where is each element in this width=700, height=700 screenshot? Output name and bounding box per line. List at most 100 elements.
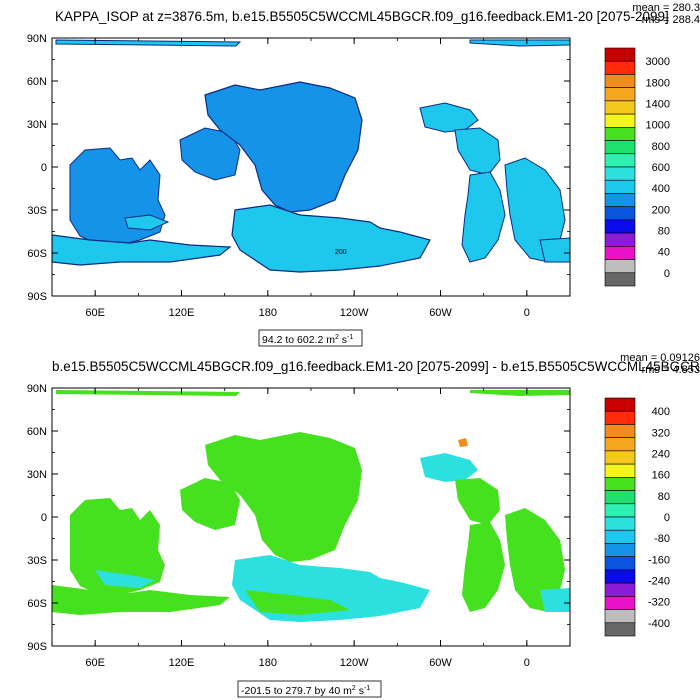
y-tick-label: 30S — [27, 555, 47, 567]
colorbar-label: -320 — [648, 597, 670, 609]
bottom-region-south-atlantic — [462, 522, 505, 612]
top-region-southwest-band — [52, 234, 232, 266]
y-tick-label: 90N — [27, 383, 47, 395]
colorbar-swatch — [604, 246, 636, 260]
y-tick-label: 60S — [27, 248, 47, 260]
colorbar-swatch — [604, 437, 636, 452]
y-tick-label: 30N — [27, 469, 47, 481]
colorbar-swatch — [604, 259, 636, 274]
colorbar-swatch — [604, 100, 636, 115]
bottom-region-pacific-south-green — [245, 590, 350, 615]
bottom-region-orange-spot — [458, 438, 468, 447]
colorbar-swatch — [604, 47, 636, 62]
bottom-region-atlantic-north — [420, 453, 478, 482]
colorbar-swatch — [604, 529, 636, 544]
x-tick-label: 60E — [85, 657, 105, 669]
colorbar-swatch — [604, 193, 636, 207]
colorbar-swatch — [604, 596, 636, 610]
y-tick-label: 30N — [27, 119, 47, 131]
top-region-pacific-south — [231, 204, 431, 273]
panel-bottom-x-axis: 60E 120E 180 120W 60W 0 — [51, 388, 571, 669]
top-region-atlantic-east — [454, 127, 501, 176]
colorbar-swatch — [604, 87, 636, 102]
y-tick-label: 0 — [41, 512, 47, 524]
panel-bottom: b.e15.B5505C5WCCML45BGCR.f09_g16.feedbac… — [27, 352, 700, 698]
panel-top-map: 200 — [52, 39, 570, 273]
top-region-south-atlantic — [461, 171, 506, 263]
x-tick-label: 120W — [340, 657, 369, 669]
bottom-region-atlantic-east — [455, 478, 500, 525]
colorbar-swatch — [604, 516, 636, 531]
panel-bottom-colorbar: 400 320 240 160 80 0 -80 -160 -240 -320 -400 — [604, 397, 670, 637]
colorbar-label: 400 — [652, 183, 670, 195]
colorbar-swatch — [604, 410, 636, 425]
bottom-region-southwest-band — [52, 585, 230, 615]
y-tick-label: 0 — [41, 162, 47, 174]
y-tick-label: 30S — [27, 205, 47, 217]
colorbar-swatch — [604, 113, 636, 128]
x-tick-label: 180 — [259, 307, 277, 319]
colorbar-swatch — [604, 272, 636, 287]
colorbar-label: 160 — [652, 470, 670, 482]
panel-top: KAPPA_ISOP at z=3876.5m, b.e15.B5505C5WC… — [27, 2, 700, 347]
colorbar-swatch — [604, 60, 636, 75]
y-tick-label: 90S — [27, 291, 47, 303]
top-region-west-patch — [124, 214, 170, 231]
bottom-region-arctic-east — [470, 390, 570, 396]
x-tick-label: 60W — [429, 307, 452, 319]
panel-top-y-axis: 90N 60N 30N 0 30S 60S 90S — [27, 33, 570, 303]
panel-bottom-rms: rms = 4.853 — [642, 364, 700, 376]
panel-top-contour-label: 200 — [335, 249, 347, 256]
x-tick-label: 120E — [169, 307, 195, 319]
colorbar-swatch — [604, 219, 636, 234]
panel-bottom-title: b.e15.B5505C5WCCML45BGCR.f09_g16.feedbac… — [52, 359, 700, 374]
y-tick-label: 60N — [27, 76, 47, 88]
colorbar-swatch — [604, 397, 636, 412]
colorbar-label: 40 — [658, 247, 670, 259]
colorbar-label: 1400 — [646, 99, 670, 111]
top-region-arctic-strip — [55, 39, 242, 47]
x-tick-label: 120E — [169, 657, 195, 669]
panel-bottom-mean: mean = 0.09126 — [620, 352, 700, 364]
colorbar-label: 1800 — [646, 77, 670, 89]
y-tick-label: 60S — [27, 598, 47, 610]
top-region-arctic-east — [469, 39, 570, 47]
colorbar-swatch — [604, 450, 636, 465]
panel-bottom-range-box — [237, 680, 382, 698]
bottom-region-africa — [70, 498, 165, 595]
panel-bottom-y-axis: 90N 60N 30N 0 30S 60S 90S — [27, 383, 570, 653]
colorbar-swatch — [604, 463, 636, 478]
colorbar-swatch — [604, 153, 636, 168]
colorbar-label: 800 — [652, 141, 670, 153]
bottom-region-central-west — [180, 478, 240, 530]
colorbar-label: 0 — [664, 512, 670, 524]
colorbar-label: -240 — [648, 575, 670, 587]
colorbar-swatch — [604, 490, 636, 505]
colorbar-label: 200 — [652, 204, 670, 216]
colorbar-swatch — [604, 609, 636, 624]
y-tick-label: 90S — [27, 641, 47, 653]
x-tick-label: 0 — [524, 307, 530, 319]
colorbar-label: 400 — [652, 406, 670, 418]
x-tick-label: 60W — [429, 657, 452, 669]
colorbar-swatch — [604, 622, 636, 637]
colorbar-swatch — [604, 127, 636, 141]
x-tick-label: 0 — [524, 657, 530, 669]
panel-top-rms: rms = 288.4 — [642, 14, 700, 26]
x-tick-label: 180 — [259, 657, 277, 669]
colorbar-swatch — [604, 503, 636, 518]
colorbar-swatch — [604, 166, 636, 181]
colorbar-label: 240 — [652, 449, 670, 461]
top-region-central-west — [179, 127, 241, 181]
panel-top-x-axis: 60E 120E 180 120W 60W 0 — [51, 38, 571, 319]
colorbar-label: 1000 — [646, 120, 670, 132]
colorbar-swatch — [604, 206, 636, 221]
colorbar-swatch — [604, 582, 636, 597]
colorbar-swatch — [604, 424, 636, 438]
colorbar-swatch — [604, 556, 636, 571]
colorbar-label: 320 — [652, 427, 670, 439]
colorbar-label: 80 — [658, 491, 670, 503]
bottom-region-arctic-strip — [56, 390, 240, 396]
colorbar-label: 600 — [652, 162, 670, 174]
panel-bottom-range-label: -201.5 to 279.7 by 40 m2 s-1 — [241, 685, 370, 697]
